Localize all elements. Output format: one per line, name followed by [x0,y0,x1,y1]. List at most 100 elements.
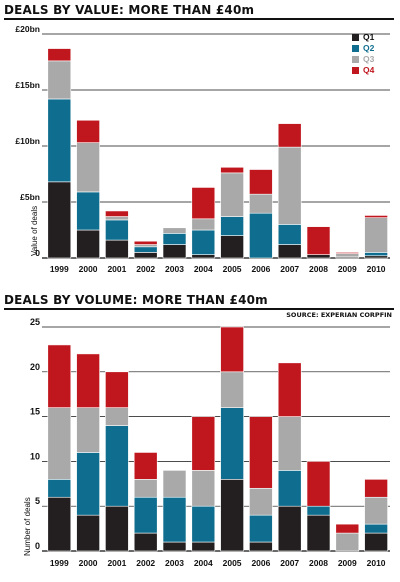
value-bar-1999-q4 [47,48,72,62]
value-category-label: 2003 [165,264,184,274]
value-bar-2009-q4 [335,252,360,254]
value-chart: 0 £5bn £10bn £15bn £20bn 1999 2000 2001 2002 2003… [15,24,390,274]
value-category-label: 2002 [136,264,155,274]
value-category-label: 2007 [280,264,299,274]
value-bar-2003-q3 [162,227,187,234]
value-ytick-label: £15bn [15,80,40,90]
volume-ytick-label: 15 [30,407,40,417]
volume-bar-2009-q4 [335,523,360,534]
volume-bar-2005-q1 [220,479,244,552]
volume-bar-2005-q4 [220,326,244,373]
volume-category-label: 2009 [338,558,357,568]
value-ytick-label: £10bn [15,136,40,146]
source-note: SOURCE: EXPERIAN CORPFIN [286,311,392,319]
volume-category-label: 2001 [107,558,126,568]
volume-bar-2010-q2 [364,523,388,534]
legend-label-q4: Q4 [363,65,375,75]
value-bar-2004-q4 [191,187,216,220]
volume-bar-2007-q4 [277,362,302,417]
volume-bar-2002-q3 [133,479,158,498]
legend-swatch-q4 [352,67,359,74]
value-category-label: 2004 [194,264,213,274]
value-category-label: 2000 [79,264,98,274]
value-category-label: 2010 [367,264,386,274]
value-ytick-label: £20bn [15,24,40,34]
legend-label-q2: Q2 [363,43,375,53]
value-ytick-label: £5bn [20,192,40,202]
volume-category-label: 2002 [136,558,155,568]
volume-bar-2004-q4 [191,416,216,471]
value-bar-2010-q4 [364,215,388,218]
value-bar-2005-q4 [220,166,244,174]
volume-bar-2008-q1 [306,514,331,552]
volume-ytick-label: 5 [35,496,40,506]
volume-chart-title: DEALS BY VOLUME: MORE THAN £40m [4,293,268,307]
volume-bar-2010-q1 [364,532,388,552]
value-bar-2002-q4 [133,240,158,245]
value-bar-2008-q4 [306,226,331,255]
volume-ytick-label: 20 [30,362,40,372]
legend-label-q1: Q1 [363,32,375,42]
volume-bar-2000-q3 [76,407,100,453]
volume-bar-2006-q4 [249,416,273,489]
volume-ytick-label: 10 [30,451,40,461]
legend-label-q3: Q3 [363,54,375,64]
volume-bar-2006-q2 [249,514,273,543]
volume-bar-2008-q4 [306,461,331,507]
volume-bar-2001-q4 [105,371,129,408]
value-bar-2000-q4 [76,119,100,143]
volume-category-label: 2005 [223,558,242,568]
volume-bar-2001-q1 [105,505,129,552]
value-category-label: 2009 [338,264,357,274]
volume-bar-2000-q2 [76,452,100,516]
volume-bar-1999-q2 [47,479,72,498]
volume-ylabel: Number of deals [23,497,32,556]
legend-swatch-q1 [352,34,359,41]
value-chart-title: DEALS BY VALUE: MORE THAN £40m [4,3,255,17]
volume-category-label: 2004 [194,558,213,568]
volume-bar-1999-q3 [47,407,72,480]
volume-bar-2010-q3 [364,496,388,525]
volume-bar-2007-q1 [277,505,302,552]
value-ytick-label: 0 [35,248,40,258]
value-chart-title-rule [4,18,394,20]
legend-swatch-q3 [352,56,359,63]
volume-chart-title-rule [4,308,394,310]
volume-category-label: 1999 [50,558,69,568]
volume-bar-2006-q3 [249,487,273,516]
volume-bar-2003-q2 [162,496,187,543]
volume-bar-2000-q1 [76,514,100,552]
volume-bar-2005-q2 [220,407,244,480]
volume-bar-2009-q3 [335,532,360,552]
volume-ytick-label: 25 [30,317,40,327]
volume-bar-2007-q3 [277,416,302,471]
volume-category-label: 2000 [79,558,98,568]
value-bar-2001-q4 [105,210,129,217]
volume-bar-2006-q1 [249,541,273,552]
volume-bar-2004-q2 [191,505,216,543]
value-bar-2006-q4 [249,169,273,195]
legend-swatch-q2 [352,45,359,52]
value-category-label: 2005 [223,264,242,274]
value-ylabel: Value of deals [30,206,39,256]
volume-bar-2004-q3 [191,470,216,507]
value-category-label: 2001 [107,264,126,274]
volume-bar-2002-q1 [133,532,158,552]
value-bar-2007-q4 [277,123,302,148]
value-category-label: 1999 [50,264,69,274]
volume-bar-1999-q4 [47,344,72,408]
volume-ytick-label: 0 [35,541,40,551]
volume-category-label: 2006 [251,558,270,568]
volume-category-label: 2010 [367,558,386,568]
volume-bar-2001-q3 [105,407,129,426]
volume-bar-2004-q1 [191,541,216,552]
volume-bar-2005-q3 [220,371,244,408]
volume-bar-2002-q4 [133,452,158,480]
volume-category-label: 2003 [165,558,184,568]
volume-category-label: 2007 [280,558,299,568]
volume-bar-2001-q2 [105,425,129,507]
volume-category-label: 2008 [309,558,328,568]
volume-bar-2002-q2 [133,496,158,534]
volume-bar-2003-q1 [162,541,187,552]
